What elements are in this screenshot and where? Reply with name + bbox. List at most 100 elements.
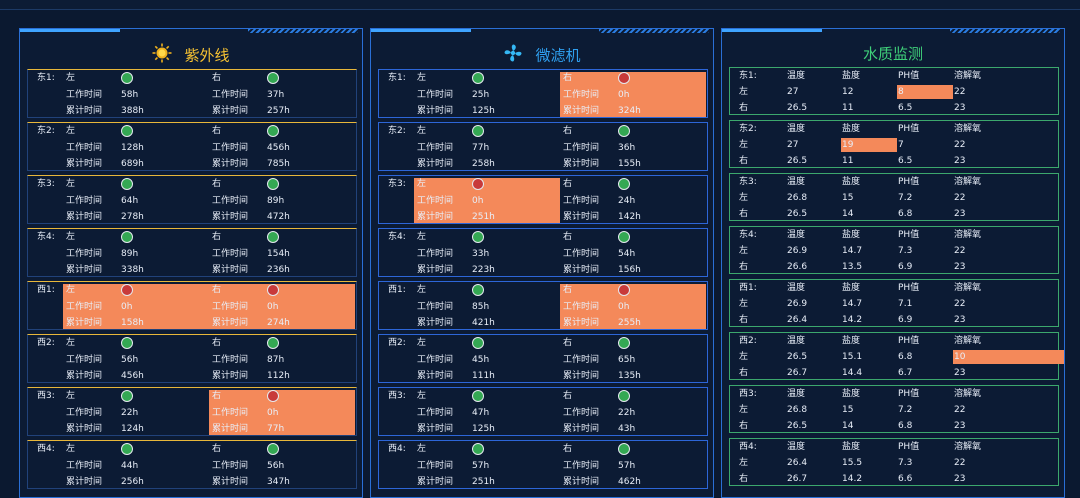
unit-name: 西4: bbox=[739, 442, 757, 452]
column-header-temp: 温度 bbox=[787, 124, 806, 134]
panel-top-decoration bbox=[722, 29, 1064, 38]
mf-card: 左工作时间 累计时间 85h 421h 右工作时间 累计时间 0h 255h 西1: bbox=[378, 281, 708, 330]
right-value: 26.5 bbox=[787, 209, 808, 219]
work-time-value: 0h bbox=[121, 302, 133, 312]
work-label: 工作时间 bbox=[66, 302, 103, 312]
total-label: 累计时间 bbox=[563, 424, 600, 434]
side-label: 右 bbox=[739, 474, 749, 484]
total-time-value: 135h bbox=[618, 371, 641, 381]
water-quality-card: 东2: 温度 盐度 PH值 溶解氧左右 27 19 7 22 26.5 11 6.5 23 bbox=[729, 120, 1059, 168]
left-value: 27 bbox=[787, 87, 799, 97]
left-value: 15.1 bbox=[842, 352, 863, 362]
alarm-highlight bbox=[414, 178, 560, 223]
side-label: 左 bbox=[417, 73, 427, 83]
status-indicator bbox=[618, 178, 630, 190]
side-label: 左 bbox=[739, 458, 749, 468]
water-quality-card: 东3: 温度 盐度 PH值 溶解氧左右 26.8 15 7.2 22 26.5 14 6.8 23 bbox=[729, 173, 1059, 221]
unit-name: 西2: bbox=[739, 336, 757, 346]
status-indicator bbox=[267, 231, 279, 243]
work-label: 工作时间 bbox=[212, 355, 249, 365]
side-label: 右 bbox=[739, 368, 749, 378]
left-value: 12 bbox=[842, 87, 854, 97]
status-indicator bbox=[618, 284, 630, 296]
side-label: 左 bbox=[739, 140, 749, 150]
right-value: 6.9 bbox=[898, 262, 913, 272]
water-quality-card: 东4: 温度 盐度 PH值 溶解氧左右 26.9 14.7 7.3 22 26.6 13.5 6.9 2… bbox=[729, 226, 1059, 274]
status-indicator bbox=[472, 390, 484, 402]
side-label: 右 bbox=[739, 421, 749, 431]
status-indicator bbox=[472, 337, 484, 349]
total-label: 累计时间 bbox=[66, 106, 103, 116]
right-value: 14.4 bbox=[842, 368, 863, 378]
total-time-value: 156h bbox=[618, 265, 641, 275]
left-value: 26.9 bbox=[787, 299, 808, 309]
total-label: 累计时间 bbox=[212, 318, 249, 328]
left-value: 15 bbox=[842, 405, 854, 415]
status-indicator bbox=[472, 125, 484, 137]
work-time-value: 22h bbox=[618, 408, 636, 418]
right-value: 26.6 bbox=[787, 262, 808, 272]
left-value: 7.3 bbox=[898, 458, 913, 468]
fan-icon bbox=[503, 43, 523, 67]
side-label: 右 bbox=[563, 179, 573, 189]
unit-name: 东1: bbox=[739, 71, 757, 81]
panel-top-decoration bbox=[371, 29, 713, 38]
right-value: 6.7 bbox=[898, 368, 913, 378]
total-label: 累计时间 bbox=[417, 318, 454, 328]
side-label: 右 bbox=[212, 179, 222, 189]
work-time-value: 47h bbox=[472, 408, 490, 418]
work-label: 工作时间 bbox=[563, 249, 600, 259]
work-label: 工作时间 bbox=[563, 196, 600, 206]
water-quality-card: 西3: 温度 盐度 PH值 溶解氧左右 26.8 15 7.2 22 26.5 14 6.8 23 bbox=[729, 385, 1059, 433]
uv-card: 左工作时间 累计时间 89h 338h 右工作时间 累计时间 154h 236h 东4: bbox=[27, 228, 357, 277]
left-value: 8 bbox=[898, 87, 904, 97]
left-value: 19 bbox=[842, 140, 854, 150]
column-header-salt: 盐度 bbox=[842, 336, 861, 346]
side-label: 左 bbox=[66, 285, 76, 295]
right-value: 26.5 bbox=[787, 156, 808, 166]
status-indicator bbox=[121, 178, 133, 190]
side-label: 右 bbox=[563, 444, 573, 454]
total-time-value: 324h bbox=[618, 106, 641, 116]
side-label: 右 bbox=[212, 73, 222, 83]
total-time-value: 43h bbox=[618, 424, 636, 434]
work-time-value: 89h bbox=[267, 196, 285, 206]
alarm-highlight bbox=[209, 390, 355, 435]
column-header-temp: 温度 bbox=[787, 177, 806, 187]
total-time-value: 338h bbox=[121, 265, 144, 275]
side-label: 右 bbox=[212, 126, 222, 136]
left-value: 26.8 bbox=[787, 405, 808, 415]
work-time-value: 25h bbox=[472, 90, 490, 100]
column-header-ph: PH值 bbox=[898, 283, 920, 293]
total-label: 累计时间 bbox=[563, 265, 600, 275]
total-time-value: 462h bbox=[618, 477, 641, 487]
left-value: 26.8 bbox=[787, 193, 808, 203]
work-label: 工作时间 bbox=[417, 461, 454, 471]
alarm-highlight bbox=[953, 350, 1064, 364]
total-label: 累计时间 bbox=[66, 371, 103, 381]
mf-card: 左工作时间 累计时间 77h 258h 右工作时间 累计时间 36h 155h 东2: bbox=[378, 122, 708, 171]
left-value: 26.5 bbox=[787, 352, 808, 362]
status-indicator bbox=[121, 443, 133, 455]
side-label: 左 bbox=[66, 73, 76, 83]
work-time-value: 57h bbox=[618, 461, 636, 471]
total-time-value: 472h bbox=[267, 212, 290, 222]
alarm-highlight bbox=[560, 284, 706, 329]
uv-card: 左工作时间 累计时间 22h 124h 右工作时间 累计时间 0h 77h 西3: bbox=[27, 387, 357, 436]
total-time-value: 223h bbox=[472, 265, 495, 275]
total-label: 累计时间 bbox=[417, 371, 454, 381]
total-label: 累计时间 bbox=[66, 159, 103, 169]
column-header-oxy: 溶解氧 bbox=[954, 283, 982, 293]
column-header-ph: PH值 bbox=[898, 124, 920, 134]
total-time-value: 256h bbox=[121, 477, 144, 487]
total-time-value: 158h bbox=[121, 318, 144, 328]
side-label: 右 bbox=[563, 285, 573, 295]
total-time-value: 255h bbox=[618, 318, 641, 328]
column-header-oxy: 溶解氧 bbox=[954, 442, 982, 452]
total-time-value: 274h bbox=[267, 318, 290, 328]
total-label: 累计时间 bbox=[66, 477, 103, 487]
unit-name: 东1: bbox=[388, 73, 406, 83]
mf-card: 左工作时间 累计时间 25h 125h 右工作时间 累计时间 0h 324h 东1: bbox=[378, 69, 708, 118]
right-value: 23 bbox=[954, 209, 966, 219]
left-value: 26.4 bbox=[787, 458, 808, 468]
